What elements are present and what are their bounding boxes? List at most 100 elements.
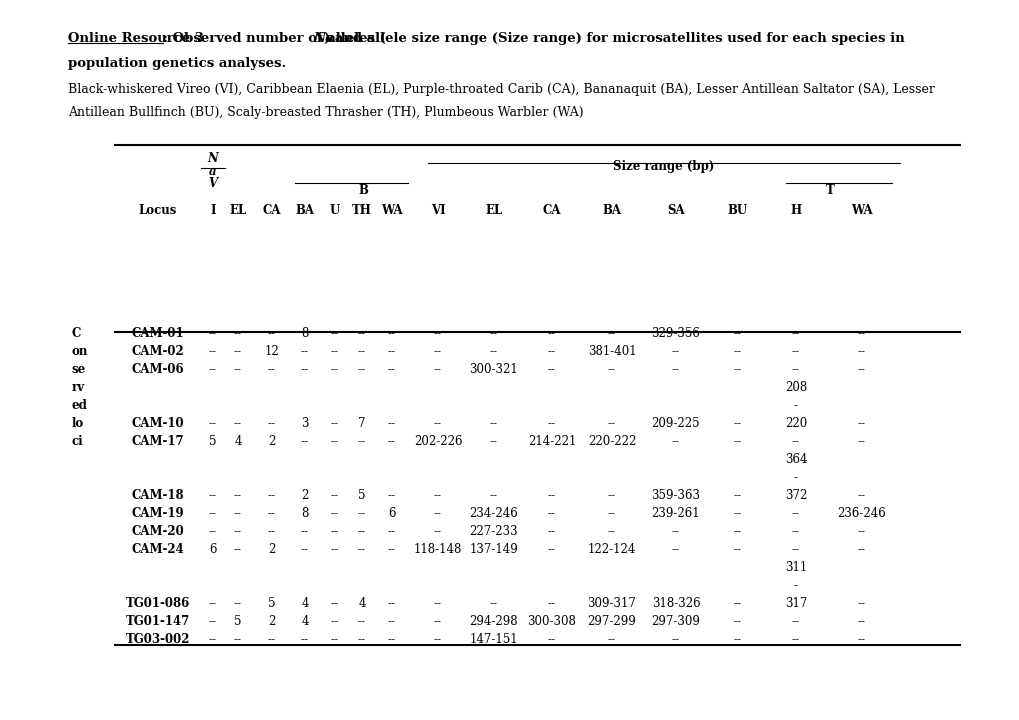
- Text: U: U: [329, 204, 339, 217]
- Text: --: --: [233, 363, 242, 376]
- Text: 311: 311: [784, 561, 806, 574]
- Text: --: --: [433, 345, 441, 358]
- Text: --: --: [547, 543, 555, 556]
- Text: 202-226: 202-226: [414, 435, 462, 448]
- Text: 5: 5: [268, 597, 275, 610]
- Text: --: --: [387, 417, 395, 430]
- Text: 8: 8: [301, 507, 309, 520]
- Text: CA: CA: [263, 204, 281, 217]
- Text: --: --: [209, 615, 217, 628]
- Text: --: --: [209, 363, 217, 376]
- Text: BA: BA: [602, 204, 621, 217]
- Text: --: --: [387, 363, 395, 376]
- Text: --: --: [358, 327, 366, 340]
- Text: --: --: [331, 543, 338, 556]
- Text: CAM-06: CAM-06: [131, 363, 184, 376]
- Text: : Observed number of alleles (: : Observed number of alleles (: [163, 32, 386, 45]
- Text: a: a: [209, 165, 217, 178]
- Text: --: --: [857, 615, 865, 628]
- Text: --: --: [301, 345, 309, 358]
- Text: --: --: [433, 489, 441, 502]
- Text: --: --: [331, 507, 338, 520]
- Text: --: --: [857, 345, 865, 358]
- Text: 220-222: 220-222: [587, 435, 636, 448]
- Text: 137-149: 137-149: [469, 543, 518, 556]
- Text: rv: rv: [72, 381, 85, 394]
- Text: 4: 4: [234, 435, 242, 448]
- Text: --: --: [387, 597, 395, 610]
- Text: --: --: [734, 345, 741, 358]
- Text: ) and allele size range (Size range) for microsatellites used for each species i: ) and allele size range (Size range) for…: [324, 32, 904, 45]
- Text: --: --: [209, 633, 217, 646]
- Text: 6: 6: [209, 543, 217, 556]
- Text: --: --: [209, 345, 217, 358]
- Text: --: --: [331, 615, 338, 628]
- Text: --: --: [387, 543, 395, 556]
- Text: 3: 3: [301, 417, 309, 430]
- Text: --: --: [734, 363, 741, 376]
- Text: --: --: [607, 327, 615, 340]
- Text: --: --: [268, 327, 276, 340]
- Text: --: --: [857, 363, 865, 376]
- Text: --: --: [331, 417, 338, 430]
- Text: --: --: [857, 435, 865, 448]
- Text: 2: 2: [301, 489, 309, 502]
- Text: 300-321: 300-321: [469, 363, 518, 376]
- Text: --: --: [233, 525, 242, 538]
- Text: TH: TH: [352, 204, 372, 217]
- Text: --: --: [301, 435, 309, 448]
- Text: 297-309: 297-309: [651, 615, 700, 628]
- Text: BU: BU: [728, 204, 747, 217]
- Text: 7: 7: [358, 417, 366, 430]
- Text: --: --: [433, 363, 441, 376]
- Text: --: --: [433, 417, 441, 430]
- Text: --: --: [857, 597, 865, 610]
- Text: --: --: [268, 363, 276, 376]
- Text: 220: 220: [784, 417, 806, 430]
- Text: Online Resource 3: Online Resource 3: [68, 32, 204, 45]
- Text: --: --: [791, 615, 799, 628]
- Text: --: --: [433, 597, 441, 610]
- Text: --: --: [331, 489, 338, 502]
- Text: --: --: [547, 417, 555, 430]
- Text: --: --: [433, 327, 441, 340]
- Text: 2: 2: [268, 435, 275, 448]
- Text: --: --: [547, 633, 555, 646]
- Text: CAM-19: CAM-19: [131, 507, 184, 520]
- Text: --: --: [209, 417, 217, 430]
- Text: 5: 5: [358, 489, 366, 502]
- Text: ci: ci: [72, 435, 84, 448]
- Text: --: --: [233, 597, 242, 610]
- Text: --: --: [233, 327, 242, 340]
- Text: on: on: [72, 345, 89, 358]
- Text: --: --: [331, 633, 338, 646]
- Text: se: se: [72, 363, 87, 376]
- Text: H: H: [790, 204, 801, 217]
- Text: -: -: [793, 579, 797, 592]
- Text: Antillean Bullfinch (BU), Scaly-breasted Thrasher (TH), Plumbeous Warbler (WA): Antillean Bullfinch (BU), Scaly-breasted…: [68, 106, 583, 119]
- Text: --: --: [358, 615, 366, 628]
- Text: 364: 364: [784, 453, 806, 466]
- Text: 8: 8: [301, 327, 309, 340]
- Text: --: --: [734, 615, 741, 628]
- Text: --: --: [734, 435, 741, 448]
- Text: EL: EL: [485, 204, 502, 217]
- Text: --: --: [547, 345, 555, 358]
- Text: TG03-002: TG03-002: [125, 633, 191, 646]
- Text: --: --: [791, 435, 799, 448]
- Text: --: --: [387, 489, 395, 502]
- Text: --: --: [433, 507, 441, 520]
- Text: --: --: [268, 633, 276, 646]
- Text: --: --: [857, 489, 865, 502]
- Text: --: --: [331, 363, 338, 376]
- Text: --: --: [672, 363, 680, 376]
- Text: --: --: [358, 633, 366, 646]
- Text: --: --: [331, 327, 338, 340]
- Text: --: --: [489, 435, 497, 448]
- Text: --: --: [791, 507, 799, 520]
- Text: 234-246: 234-246: [469, 507, 518, 520]
- Text: --: --: [857, 417, 865, 430]
- Text: --: --: [734, 543, 741, 556]
- Text: --: --: [489, 417, 497, 430]
- Text: --: --: [672, 633, 680, 646]
